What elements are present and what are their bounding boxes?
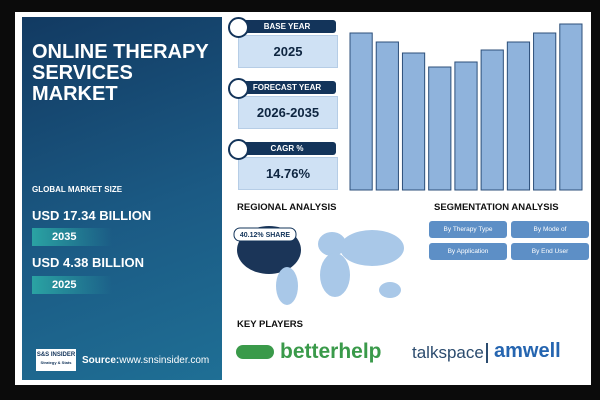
bar (349, 32, 373, 191)
market-year: 2035 (32, 228, 112, 246)
africa (320, 253, 350, 297)
player-name: betterhelp (280, 340, 382, 363)
oceania (379, 282, 401, 298)
player-logo: talkspace (412, 343, 488, 363)
segment-button: By Therapy Type (429, 221, 507, 238)
bar (533, 32, 557, 191)
player-logo: amwell (494, 340, 561, 362)
segment-button: By End User (511, 243, 589, 260)
logo-sub: Strategy & Stats (40, 360, 72, 365)
card-label: FORECAST YEAR (238, 81, 336, 94)
source: Source:www.snsinsider.com (82, 355, 209, 366)
source-url: www.snsinsider.com (119, 355, 210, 366)
segment-button: By Mode of Communication (511, 221, 589, 250)
market-year: 2025 (32, 276, 112, 294)
player-logo: betterhelp (236, 340, 382, 364)
bar (428, 66, 452, 191)
bar (506, 41, 531, 191)
logo-text: S&S INSIDER (36, 352, 76, 358)
bar (454, 61, 478, 191)
card-value: 2026-2035 (238, 96, 338, 129)
card-label: CAGR % (238, 142, 336, 155)
europe (318, 232, 346, 256)
card-icon (228, 139, 249, 160)
market-value: USD 17.34 BILLION (32, 208, 152, 223)
south-america (276, 267, 298, 305)
source-label: Source: (82, 355, 120, 366)
asia (340, 230, 404, 266)
bar (375, 41, 399, 191)
market-size-label: GLOBAL MARKET SIZE (32, 185, 123, 194)
player-icon (236, 345, 274, 360)
title: ONLINE THERAPY SERVICES MARKET (32, 41, 209, 105)
players-title: KEY PLAYERS (237, 319, 303, 330)
share-badge (233, 227, 297, 242)
card-icon (228, 17, 249, 38)
bar (559, 23, 583, 191)
card-label: BASE YEAR (238, 20, 336, 33)
left-panel: ONLINE THERAPY SERVICES MARKET GLOBAL MA… (22, 17, 222, 380)
logo: S&S INSIDER Strategy & Stats (36, 349, 76, 371)
segmentation-title: SEGMENTATION ANALYSIS (434, 202, 559, 213)
segment-button: By Application (429, 243, 507, 260)
card-value: 14.76% (238, 157, 338, 190)
regional-title: REGIONAL ANALYSIS (237, 202, 337, 213)
card-icon (228, 78, 249, 99)
bar (401, 52, 426, 191)
bar (480, 49, 504, 191)
world-map: 40.12% SHARE (233, 226, 404, 305)
share-label: 40.12% SHARE (240, 232, 291, 239)
market-value: USD 4.38 BILLION (32, 255, 144, 270)
card-value: 2025 (238, 35, 338, 68)
